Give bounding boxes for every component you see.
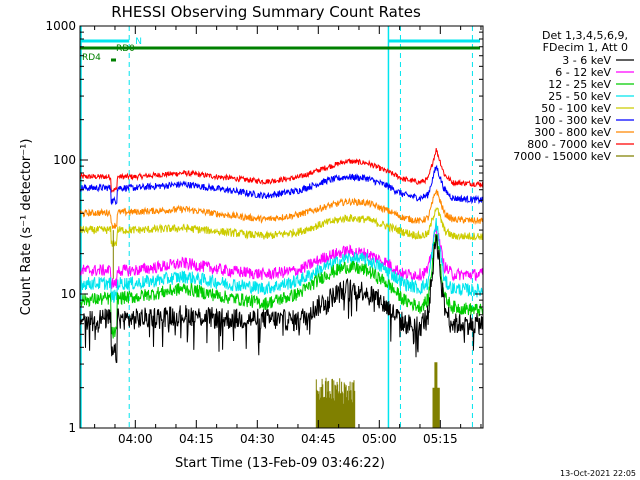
- series-line-6: [79, 188, 484, 229]
- series-5: [79, 164, 484, 206]
- plot-frame: [79, 25, 484, 429]
- y-tick-label-3: 1000: [45, 19, 76, 33]
- legend-label-6: 300 - 800 keV: [534, 126, 611, 139]
- series-line-5: [79, 164, 484, 206]
- legend-label-0: 3 - 6 keV: [562, 54, 611, 67]
- series-0: [79, 234, 484, 364]
- series-4: [79, 207, 484, 248]
- series-1: [79, 223, 484, 290]
- series-line-8: [112, 230, 440, 428]
- legend-label-3: 25 - 50 keV: [548, 90, 611, 103]
- series-8: [112, 230, 440, 428]
- x-tick-label-0: 04:00: [118, 432, 153, 446]
- series-line-2: [79, 233, 484, 339]
- legend-label-2: 12 - 25 keV: [548, 78, 611, 91]
- legend-label-5: 100 - 300 keV: [534, 114, 611, 127]
- legend-header-line-2: FDecim 1, Att 0: [543, 41, 628, 54]
- series-line-1: [79, 223, 484, 290]
- x-tick-label-4: 05:00: [362, 432, 397, 446]
- footer-timestamp: 13-Oct-2021 22:05: [560, 469, 636, 478]
- series-2: [79, 233, 484, 339]
- x-tick-label-1: 04:15: [179, 432, 214, 446]
- legend-label-8: 7000 - 15000 keV: [513, 150, 611, 163]
- y-tick-label-1: 10: [61, 287, 76, 301]
- legend-label-4: 50 - 100 keV: [541, 102, 611, 115]
- x-axis-label: Start Time (13-Feb-09 03:46:22): [175, 456, 385, 471]
- legend-header: Det 1,3,4,5,6,9, FDecim 1, Att 0: [542, 29, 628, 54]
- legend-label-1: 6 - 12 keV: [555, 66, 611, 79]
- series-line-7: [79, 148, 484, 193]
- y-tick-label-2: 100: [53, 153, 76, 167]
- flag-label-rd0: RD0: [116, 44, 135, 54]
- series-line-0: [79, 234, 484, 364]
- legend-label-7: 800 - 7000 keV: [527, 138, 611, 151]
- x-tick-label-5: 05:15: [423, 432, 458, 446]
- flag-label-rd4: RD4: [82, 53, 101, 63]
- y-tick-label-0: 1: [68, 421, 76, 435]
- x-tick-label-3: 04:45: [301, 432, 336, 446]
- y-axis-label: Count Rate (s⁻¹ detector⁻¹): [19, 139, 34, 316]
- series-line-3: [79, 217, 484, 303]
- series-6: [79, 188, 484, 229]
- legend-header-line-1: Det 1,3,4,5,6,9,: [542, 29, 628, 42]
- series-line-4: [79, 207, 484, 248]
- chart-title: RHESSI Observing Summary Count Rates: [111, 3, 421, 21]
- x-tick-label-2: 04:30: [240, 432, 275, 446]
- series-3: [79, 217, 484, 303]
- flag-label-n: N: [135, 37, 142, 47]
- series-7: [79, 148, 484, 193]
